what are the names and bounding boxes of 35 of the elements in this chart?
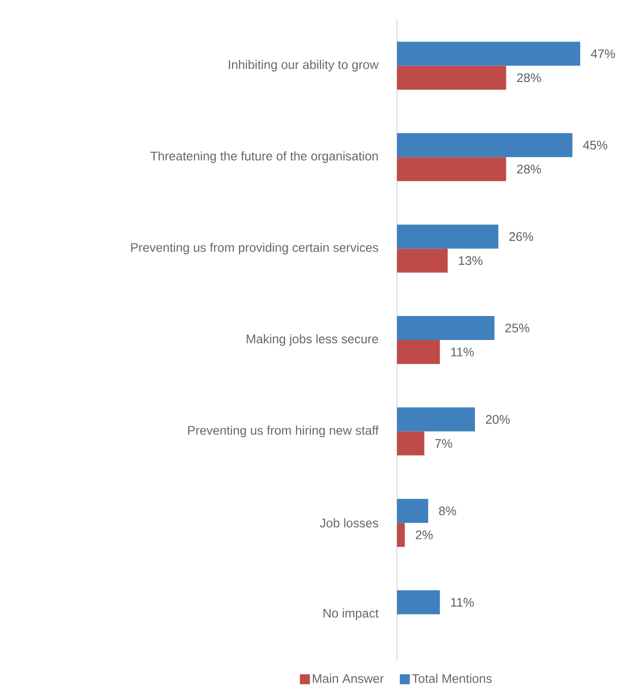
bar [397, 157, 506, 182]
bar [397, 431, 424, 456]
y-tick-label: Preventing us from providing certain services [131, 242, 378, 254]
data-label: 2% [416, 530, 433, 540]
data-label: 11% [451, 598, 474, 607]
y-tick-label: No impact [324, 608, 379, 620]
bar [397, 224, 498, 249]
data-label: 25% [505, 324, 530, 332]
data-label: 28% [517, 164, 541, 174]
bar [397, 248, 448, 273]
data-label: 13% [458, 256, 482, 265]
bar [397, 340, 440, 364]
bar [397, 42, 580, 66]
data-label: 11% [451, 348, 474, 356]
legend-label: Main Answer [312, 674, 384, 683]
y-tick-label: Inhibiting our ability to grow [228, 60, 379, 72]
data-label: 20% [486, 415, 510, 424]
data-label: 8% [439, 506, 456, 516]
data-label: 47% [590, 49, 616, 58]
bar [397, 522, 405, 547]
data-label: 45% [583, 140, 608, 150]
y-tick-label: Making jobs less secure [246, 334, 378, 346]
legend-label: Total Mentions [412, 674, 492, 683]
bar [397, 498, 428, 523]
data-label: 7% [435, 439, 452, 448]
bar [397, 133, 572, 158]
bar [397, 66, 506, 90]
y-tick-label: Preventing us from hiring new staff [188, 426, 379, 438]
bar [397, 407, 475, 432]
y-tick-label: Threatening the future of the organisation [150, 151, 378, 163]
bar [397, 590, 440, 614]
data-label: 28% [517, 73, 541, 82]
bar [397, 316, 494, 340]
data-label: 26% [509, 232, 534, 241]
y-tick-label: Job losses [320, 518, 378, 528]
